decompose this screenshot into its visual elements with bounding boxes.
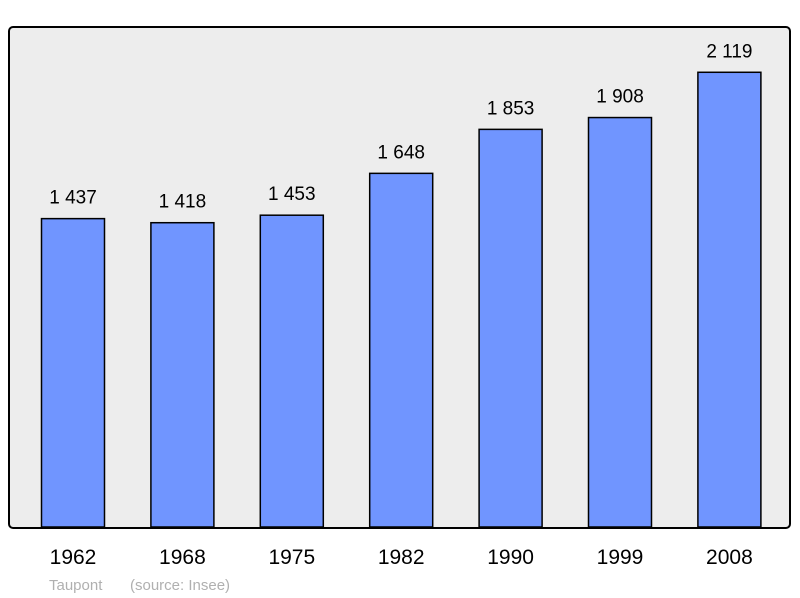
category-label-1990: 1990 (487, 546, 534, 569)
category-label-1968: 1968 (159, 546, 206, 569)
category-label-1999: 1999 (597, 546, 644, 569)
value-label-1999: 1 908 (596, 87, 644, 108)
value-label-1982: 1 648 (377, 142, 425, 163)
value-label-2008: 2 119 (706, 41, 752, 62)
bar-1999 (587, 116, 653, 528)
bar-2008 (697, 71, 762, 528)
bar-1982 (368, 172, 434, 528)
value-label-1990: 1 853 (487, 98, 535, 119)
category-label-1975: 1975 (268, 546, 315, 569)
category-label-2008: 2008 (706, 546, 753, 569)
bar-1975 (259, 214, 325, 528)
footer-place: Taupont (49, 577, 103, 594)
footer-source: (source: Insee) (130, 577, 230, 594)
category-label-1962: 1962 (50, 546, 97, 569)
bar-1962 (40, 217, 106, 528)
category-label-1982: 1982 (378, 546, 425, 569)
value-label-1962: 1 437 (49, 188, 97, 209)
value-label-1968: 1 418 (159, 192, 207, 213)
bar-1968 (150, 221, 215, 528)
value-label-1975: 1 453 (268, 184, 316, 205)
bar-1990 (478, 128, 543, 528)
